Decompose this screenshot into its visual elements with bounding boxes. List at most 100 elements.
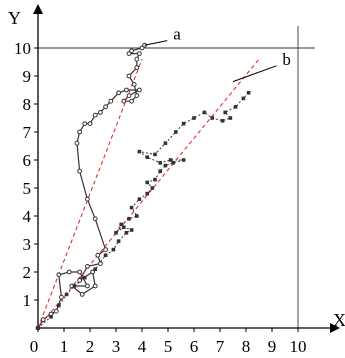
series-b-point: [129, 228, 134, 232]
callout-a-leader: [144, 40, 168, 46]
series-b-point: [158, 169, 162, 173]
series-b-point: [129, 205, 134, 210]
series-b-point: [119, 222, 123, 227]
series-b-point: [122, 225, 126, 229]
series-b-point: [124, 231, 129, 235]
series-a-point: [137, 51, 142, 56]
series-b-point: [135, 214, 139, 218]
series-b-point: [168, 158, 173, 162]
x-tick-label: 10: [290, 337, 307, 356]
series-b-point: [192, 116, 196, 120]
series-b-point: [83, 275, 87, 280]
series-a-point: [124, 87, 129, 93]
x-tick-label: 6: [190, 337, 199, 356]
series-a-point: [131, 82, 137, 87]
trend-line: [37, 59, 143, 329]
series-b-point: [145, 155, 149, 159]
series-a-point: [77, 278, 82, 283]
series-a-point: [82, 121, 88, 126]
series-a-point: [59, 294, 64, 300]
y-tick-label: 8: [23, 95, 32, 114]
series-b-point: [181, 121, 186, 126]
series-b-point: [150, 186, 155, 190]
series-b-point: [223, 110, 227, 115]
series-b-point: [49, 315, 53, 319]
series-a-point: [139, 45, 145, 51]
series-b-point: [145, 180, 149, 185]
series-a-point: [77, 129, 82, 135]
series-b-point: [153, 177, 157, 182]
series-a-point: [85, 283, 90, 289]
series-a-point: [126, 93, 132, 98]
series-b-point: [181, 158, 186, 162]
y-tick-label: 10: [14, 39, 31, 58]
series-a-point: [74, 140, 80, 146]
series-a-point: [90, 269, 95, 275]
x-tick-label: 9: [268, 337, 277, 356]
annotations: ab: [144, 25, 291, 83]
x-tick-label: 8: [242, 337, 251, 356]
x-tick-label: 0: [30, 337, 39, 356]
series-b-point: [174, 130, 178, 134]
series-a-point: [116, 90, 121, 96]
series-a-point: [85, 196, 90, 202]
series-a-point: [92, 216, 98, 222]
series-a-point: [134, 93, 140, 98]
series-b-point: [57, 303, 61, 308]
series-b-point: [220, 119, 225, 123]
series-a-point: [108, 98, 114, 104]
x-axis-title: X: [333, 310, 345, 330]
x-tick-label: 1: [60, 337, 69, 356]
series-a-point: [87, 121, 93, 126]
series-b-point: [114, 231, 118, 235]
y-tick-label: 7: [23, 123, 32, 142]
series-a-point: [92, 283, 98, 289]
series-a-point: [77, 168, 82, 174]
series-b-point: [228, 116, 233, 120]
x-tick-label: 3: [112, 337, 121, 356]
y-axis-title: Y: [8, 8, 21, 28]
reference-lines: [38, 26, 315, 328]
series-b-point: [163, 141, 168, 145]
y-axis-arrow-icon: [33, 4, 43, 14]
series-a-point: [129, 98, 135, 104]
series-b-point: [145, 191, 149, 196]
series-b-line: [37, 92, 249, 329]
series-b-point: [93, 267, 97, 271]
callout-b-label: b: [282, 50, 291, 69]
series-b-point: [163, 163, 168, 168]
x-axis-arrow-icon: [330, 323, 340, 333]
series-a-point: [77, 269, 82, 275]
series-b-point: [72, 284, 77, 288]
series-b-point: [137, 197, 142, 201]
axes: X Y: [8, 4, 345, 333]
series-b-point: [158, 161, 162, 165]
y-tick-label: 1: [23, 291, 32, 310]
series-a-point: [40, 317, 46, 323]
series-a-point: [103, 247, 108, 253]
x-tick-label: 7: [216, 337, 225, 356]
callout-a-label: a: [173, 25, 181, 44]
callout-b-leader: [232, 65, 277, 83]
series-b-point: [171, 161, 175, 165]
series-a-point: [137, 87, 142, 93]
x-tick-label: 4: [138, 337, 147, 356]
series-a-point: [95, 252, 101, 258]
y-tick-label: 5: [23, 179, 32, 198]
series-b-point: [202, 110, 207, 115]
y-tick-label: 6: [23, 151, 32, 170]
series-b-point: [233, 105, 238, 109]
series-b-point: [116, 239, 121, 243]
series-a-point: [121, 98, 127, 104]
series-b-point: [64, 292, 69, 297]
y-tick-label: 9: [23, 67, 32, 86]
series-points: [35, 42, 251, 331]
x-tick-label: 2: [86, 337, 95, 356]
series-b-point: [111, 247, 116, 252]
series-b-point: [246, 91, 251, 95]
series-a-point: [79, 292, 85, 297]
series-a-point: [126, 51, 132, 56]
x-tick-label: 5: [164, 337, 173, 356]
series-a-point: [103, 104, 108, 110]
